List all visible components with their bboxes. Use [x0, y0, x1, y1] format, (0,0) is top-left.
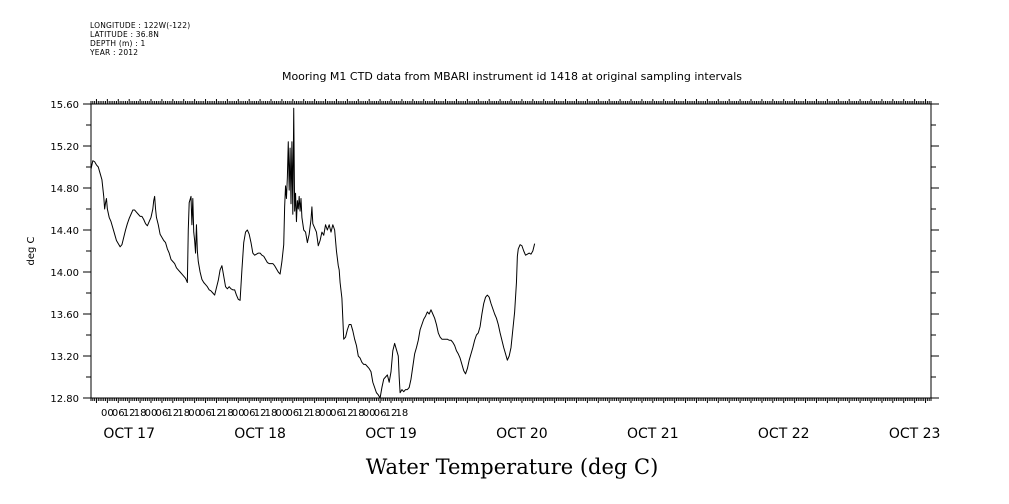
x-tick-label: 06 [330, 408, 343, 419]
x-tick-label: 18 [308, 408, 321, 419]
axes-layer: 0006121800061218000612180006121800061218… [50, 99, 940, 442]
x-tick-label: 12 [123, 408, 136, 419]
x-tick-label: 06 [374, 408, 387, 419]
x-day-label: OCT 21 [627, 426, 679, 442]
metadata-block: LONGITUDE : 122W(-122) LATITUDE : 36.8N … [90, 21, 190, 57]
x-tick-label: 06 [243, 408, 256, 419]
y-tick-label: 14.00 [50, 268, 79, 279]
x-tick-label: 12 [341, 408, 354, 419]
y-tick-label: 14.80 [50, 184, 79, 195]
x-day-label: OCT 23 [889, 426, 941, 442]
series-layer [90, 107, 536, 399]
longitude-label: LONGITUDE : 122W(-122) [90, 21, 191, 30]
x-tick-label: 00 [101, 408, 114, 419]
x-tick-label: 12 [385, 408, 398, 419]
x-tick-label: 12 [297, 408, 310, 419]
x-day-label: OCT 19 [365, 426, 417, 442]
y-tick-label: 14.40 [50, 226, 79, 237]
y-tick-label: 15.60 [50, 100, 79, 111]
x-tick-label: 12 [210, 408, 223, 419]
latitude-label: LATITUDE : 36.8N [90, 30, 160, 39]
y-tick-label: 12.80 [50, 394, 79, 405]
x-day-label: OCT 17 [103, 426, 155, 442]
plot-frame [90, 103, 932, 399]
x-tick-label: 12 [166, 408, 179, 419]
year-label: YEAR : 2012 [90, 48, 139, 57]
x-day-label: OCT 20 [496, 426, 548, 442]
x-tick-label: 00 [232, 408, 245, 419]
x-day-label: OCT 22 [758, 426, 810, 442]
x-tick-label: 18 [352, 408, 365, 419]
x-tick-label: 00 [363, 408, 376, 419]
chart-title: Mooring M1 CTD data from MBARI instrumen… [282, 70, 742, 83]
x-tick-label: 06 [112, 408, 125, 419]
depth-label: DEPTH (m) : 1 [90, 39, 146, 48]
x-tick-label: 12 [254, 408, 267, 419]
x-tick-label: 06 [156, 408, 169, 419]
x-tick-label: 18 [134, 408, 147, 419]
x-tick-label: 00 [145, 408, 158, 419]
temperature-series-line [90, 107, 536, 399]
x-tick-label: 18 [265, 408, 278, 419]
x-tick-label: 00 [319, 408, 332, 419]
y-tick-label: 15.20 [50, 142, 79, 153]
y-tick-label: 13.60 [50, 310, 79, 321]
x-tick-label: 06 [286, 408, 299, 419]
x-axis-label: Water Temperature (deg C) [366, 455, 659, 479]
x-tick-label: 18 [177, 408, 190, 419]
x-tick-label: 06 [199, 408, 212, 419]
x-tick-label: 00 [276, 408, 289, 419]
x-day-label: OCT 18 [234, 426, 286, 442]
x-tick-label: 18 [221, 408, 234, 419]
x-tick-label: 00 [188, 408, 201, 419]
y-axis-label: deg C [26, 236, 37, 265]
x-tick-label: 18 [396, 408, 409, 419]
y-tick-label: 13.20 [50, 352, 79, 363]
